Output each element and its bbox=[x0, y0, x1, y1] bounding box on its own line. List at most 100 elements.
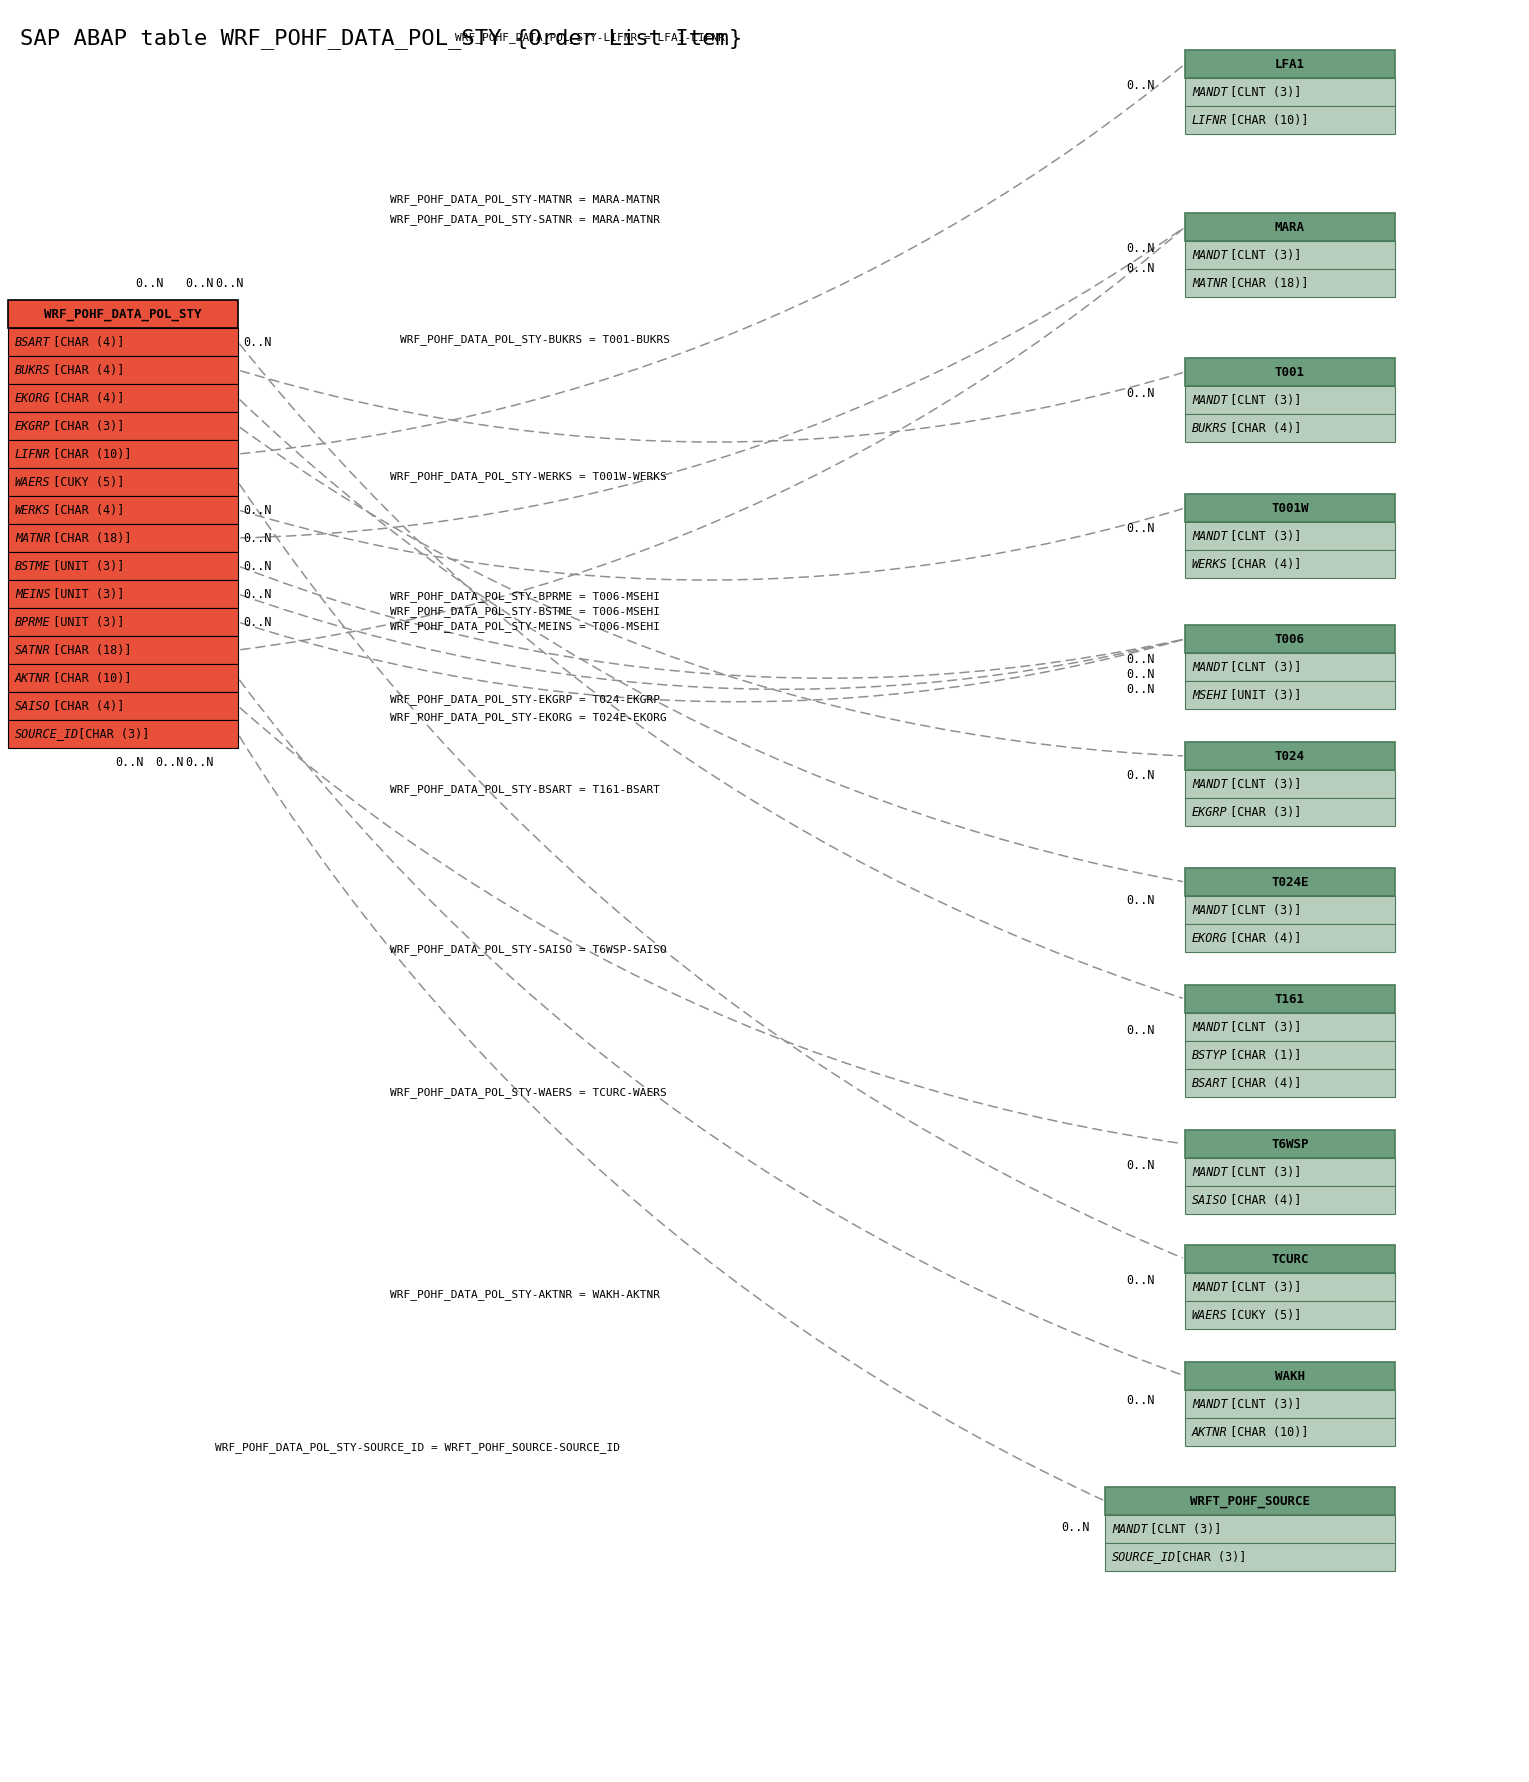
Text: [CUKY (5)]: [CUKY (5)] bbox=[46, 476, 124, 488]
Bar bbox=[1185, 1041, 1394, 1069]
Bar bbox=[8, 552, 239, 579]
Bar bbox=[1185, 925, 1394, 952]
Text: [CHAR (18)]: [CHAR (18)] bbox=[46, 531, 131, 545]
Bar bbox=[1185, 1301, 1394, 1329]
Text: WRF_POHF_DATA_POL_STY-SOURCE_ID = WRFT_POHF_SOURCE-SOURCE_ID: WRF_POHF_DATA_POL_STY-SOURCE_ID = WRFT_P… bbox=[216, 1443, 619, 1454]
Bar bbox=[1185, 1187, 1394, 1214]
Bar bbox=[1185, 896, 1394, 925]
FancyArrowPatch shape bbox=[240, 595, 1182, 690]
Text: [CHAR (4)]: [CHAR (4)] bbox=[1223, 558, 1301, 570]
Bar bbox=[1185, 1069, 1394, 1098]
Text: [CUKY (5)]: [CUKY (5)] bbox=[1223, 1308, 1301, 1322]
FancyArrowPatch shape bbox=[240, 485, 1182, 1258]
Text: SAISO: SAISO bbox=[15, 700, 50, 713]
Text: [UNIT (3)]: [UNIT (3)] bbox=[46, 615, 124, 629]
Text: WERKS: WERKS bbox=[15, 504, 50, 517]
Text: WRF_POHF_DATA_POL_STY-BSTME = T006-MSEHI: WRF_POHF_DATA_POL_STY-BSTME = T006-MSEHI bbox=[390, 606, 661, 617]
Bar bbox=[1185, 358, 1394, 387]
FancyArrowPatch shape bbox=[240, 66, 1183, 454]
Text: WRF_POHF_DATA_POL_STY-BPRME = T006-MSEHI: WRF_POHF_DATA_POL_STY-BPRME = T006-MSEHI bbox=[390, 592, 661, 602]
Text: [CHAR (4)]: [CHAR (4)] bbox=[1223, 1194, 1301, 1206]
Text: [CHAR (4)]: [CHAR (4)] bbox=[1223, 932, 1301, 944]
Text: WRF_POHF_DATA_POL_STY-LIFNR = LFA1-LIFNR: WRF_POHF_DATA_POL_STY-LIFNR = LFA1-LIFNR bbox=[456, 32, 725, 43]
Bar bbox=[8, 524, 239, 552]
Bar bbox=[8, 691, 239, 720]
Bar bbox=[1185, 1130, 1394, 1158]
Text: [CHAR (4)]: [CHAR (4)] bbox=[46, 504, 124, 517]
Text: [UNIT (3)]: [UNIT (3)] bbox=[1223, 688, 1301, 702]
Text: [CHAR (4)]: [CHAR (4)] bbox=[1223, 1076, 1301, 1089]
Text: T001: T001 bbox=[1275, 365, 1304, 378]
Bar bbox=[1105, 1486, 1394, 1515]
FancyArrowPatch shape bbox=[240, 228, 1183, 650]
Text: 0..N: 0..N bbox=[1127, 78, 1154, 91]
Text: T001W: T001W bbox=[1271, 501, 1309, 515]
Text: [UNIT (3)]: [UNIT (3)] bbox=[46, 588, 124, 601]
Text: WAERS: WAERS bbox=[1193, 1308, 1228, 1322]
Text: 0..N: 0..N bbox=[1127, 262, 1154, 274]
Text: [CLNT (3)]: [CLNT (3)] bbox=[1223, 777, 1301, 791]
FancyArrowPatch shape bbox=[240, 567, 1182, 679]
Text: MANDT: MANDT bbox=[1193, 777, 1228, 791]
Text: [CLNT (3)]: [CLNT (3)] bbox=[1223, 86, 1301, 98]
Text: EKORG: EKORG bbox=[1193, 932, 1228, 944]
Text: T161: T161 bbox=[1275, 993, 1304, 1005]
Text: MANDT: MANDT bbox=[1193, 529, 1228, 542]
Text: WRF_POHF_DATA_POL_STY-EKORG = T024E-EKORG: WRF_POHF_DATA_POL_STY-EKORG = T024E-EKOR… bbox=[390, 713, 667, 723]
Text: 0..N: 0..N bbox=[135, 276, 164, 290]
Text: [CHAR (4)]: [CHAR (4)] bbox=[46, 364, 124, 376]
FancyArrowPatch shape bbox=[240, 707, 1182, 1144]
Text: LFA1: LFA1 bbox=[1275, 57, 1304, 71]
Text: 0..N: 0..N bbox=[243, 560, 272, 572]
Bar bbox=[1105, 1543, 1394, 1572]
Bar bbox=[1185, 1418, 1394, 1445]
Text: WRF_POHF_DATA_POL_STY-MEINS = T006-MSEHI: WRF_POHF_DATA_POL_STY-MEINS = T006-MSEHI bbox=[390, 622, 661, 633]
Text: 0..N: 0..N bbox=[216, 276, 243, 290]
Text: WRF_POHF_DATA_POL_STY-BUKRS = T001-BUKRS: WRF_POHF_DATA_POL_STY-BUKRS = T001-BUKRS bbox=[401, 335, 670, 346]
Bar bbox=[1185, 985, 1394, 1012]
FancyArrowPatch shape bbox=[240, 428, 1182, 756]
Text: WRF_POHF_DATA_POL_STY-EKGRP = T024-EKGRP: WRF_POHF_DATA_POL_STY-EKGRP = T024-EKGRP bbox=[390, 695, 661, 706]
FancyArrowPatch shape bbox=[240, 344, 1182, 998]
Text: [CLNT (3)]: [CLNT (3)] bbox=[1223, 1397, 1301, 1411]
Text: EKORG: EKORG bbox=[15, 392, 50, 405]
Text: WRFT_POHF_SOURCE: WRFT_POHF_SOURCE bbox=[1190, 1495, 1310, 1508]
Text: WERKS: WERKS bbox=[1193, 558, 1228, 570]
Text: 0..N: 0..N bbox=[115, 756, 144, 770]
Text: 0..N: 0..N bbox=[1127, 652, 1154, 665]
Text: [CHAR (10)]: [CHAR (10)] bbox=[1223, 1426, 1309, 1438]
Bar bbox=[1185, 1012, 1394, 1041]
Text: LIFNR: LIFNR bbox=[15, 447, 50, 460]
Bar bbox=[1105, 1515, 1394, 1543]
Text: MANDT: MANDT bbox=[1193, 1165, 1228, 1178]
Text: BSART: BSART bbox=[15, 335, 50, 349]
Bar bbox=[8, 665, 239, 691]
Text: 0..N: 0..N bbox=[243, 335, 272, 349]
Text: MSEHI: MSEHI bbox=[1193, 688, 1228, 702]
Bar bbox=[8, 356, 239, 383]
Text: SAISO: SAISO bbox=[1193, 1194, 1228, 1206]
Bar bbox=[1185, 1390, 1394, 1418]
Text: WRF_POHF_DATA_POL_STY-AKTNR = WAKH-AKTNR: WRF_POHF_DATA_POL_STY-AKTNR = WAKH-AKTNR bbox=[390, 1290, 661, 1301]
Text: MATNR: MATNR bbox=[15, 531, 50, 545]
Text: [UNIT (3)]: [UNIT (3)] bbox=[46, 560, 124, 572]
Bar bbox=[1185, 868, 1394, 896]
Text: WRF_POHF_DATA_POL_STY-SAISO = T6WSP-SAISO: WRF_POHF_DATA_POL_STY-SAISO = T6WSP-SAIS… bbox=[390, 944, 667, 955]
Text: EKGRP: EKGRP bbox=[15, 419, 50, 433]
Text: MATNR: MATNR bbox=[1193, 276, 1228, 289]
Bar bbox=[1185, 387, 1394, 413]
Bar bbox=[1185, 413, 1394, 442]
Text: [CLNT (3)]: [CLNT (3)] bbox=[1223, 903, 1301, 916]
Bar bbox=[8, 328, 239, 356]
Text: 0..N: 0..N bbox=[243, 531, 272, 545]
Text: WRF_POHF_DATA_POL_STY: WRF_POHF_DATA_POL_STY bbox=[44, 308, 202, 321]
Bar bbox=[1185, 1272, 1394, 1301]
Text: 0..N: 0..N bbox=[1127, 893, 1154, 907]
Bar bbox=[1185, 494, 1394, 522]
Text: [CHAR (10)]: [CHAR (10)] bbox=[1223, 114, 1309, 127]
Text: 0..N: 0..N bbox=[1061, 1520, 1090, 1534]
Text: 0..N: 0..N bbox=[1127, 668, 1154, 681]
Text: T024E: T024E bbox=[1271, 875, 1309, 889]
Text: MANDT: MANDT bbox=[1112, 1522, 1148, 1536]
Bar bbox=[8, 636, 239, 665]
